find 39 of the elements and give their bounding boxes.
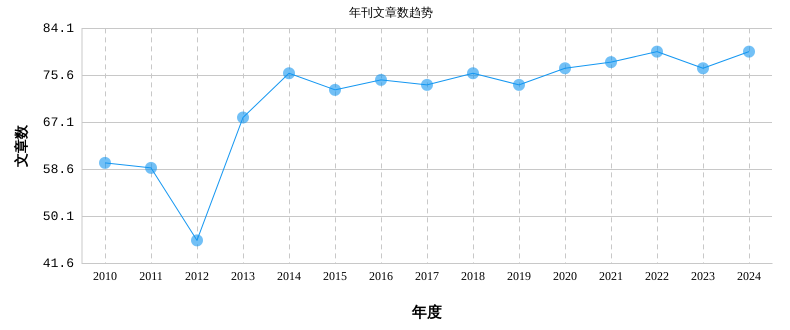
y-tick-label: 50.1 [42,208,74,224]
point [467,67,479,80]
y-tick-label: 75.6 [42,68,74,83]
x-tick-label: 2023 [691,268,715,283]
point [237,112,250,124]
y-tick-label: 84.1 [42,20,74,36]
x-tick-label: 2015 [323,268,348,283]
x-tick-label: 2017 [415,268,440,283]
point [421,78,434,91]
x-tick-label: 2014 [277,268,302,283]
y-tick-label: 67.1 [42,114,74,130]
point [191,234,204,246]
y-axis-title: 文章数 [13,124,30,168]
x-tick-label: 2012 [185,268,210,283]
x-axis-title: 年度 [411,302,442,321]
x-tick-label: 2024 [737,268,761,283]
point [651,46,663,58]
point [605,56,617,68]
x-tick-label: 2018 [461,268,485,283]
x-tick-label: 2010 [93,268,118,283]
point [513,78,525,91]
point [375,74,388,86]
x-tick-label: 2022 [645,268,669,283]
x-tick-label: 2011 [139,268,163,283]
x-tick-label: 2020 [553,268,577,283]
point [697,62,709,74]
x-tick-label: 2021 [599,268,623,283]
point [145,162,158,174]
point [559,62,571,74]
x-tick-label: 2016 [369,268,394,283]
point [99,156,112,169]
x-tick-label: 2019 [507,268,531,283]
chart-title: 年刊文章数趋势 [349,5,433,20]
x-tick-label: 2013 [231,268,256,283]
y-tick-label: 41.6 [42,256,74,272]
point [329,84,342,96]
y-tick-label: 58.6 [42,162,74,177]
point [283,67,296,80]
point [743,46,755,58]
